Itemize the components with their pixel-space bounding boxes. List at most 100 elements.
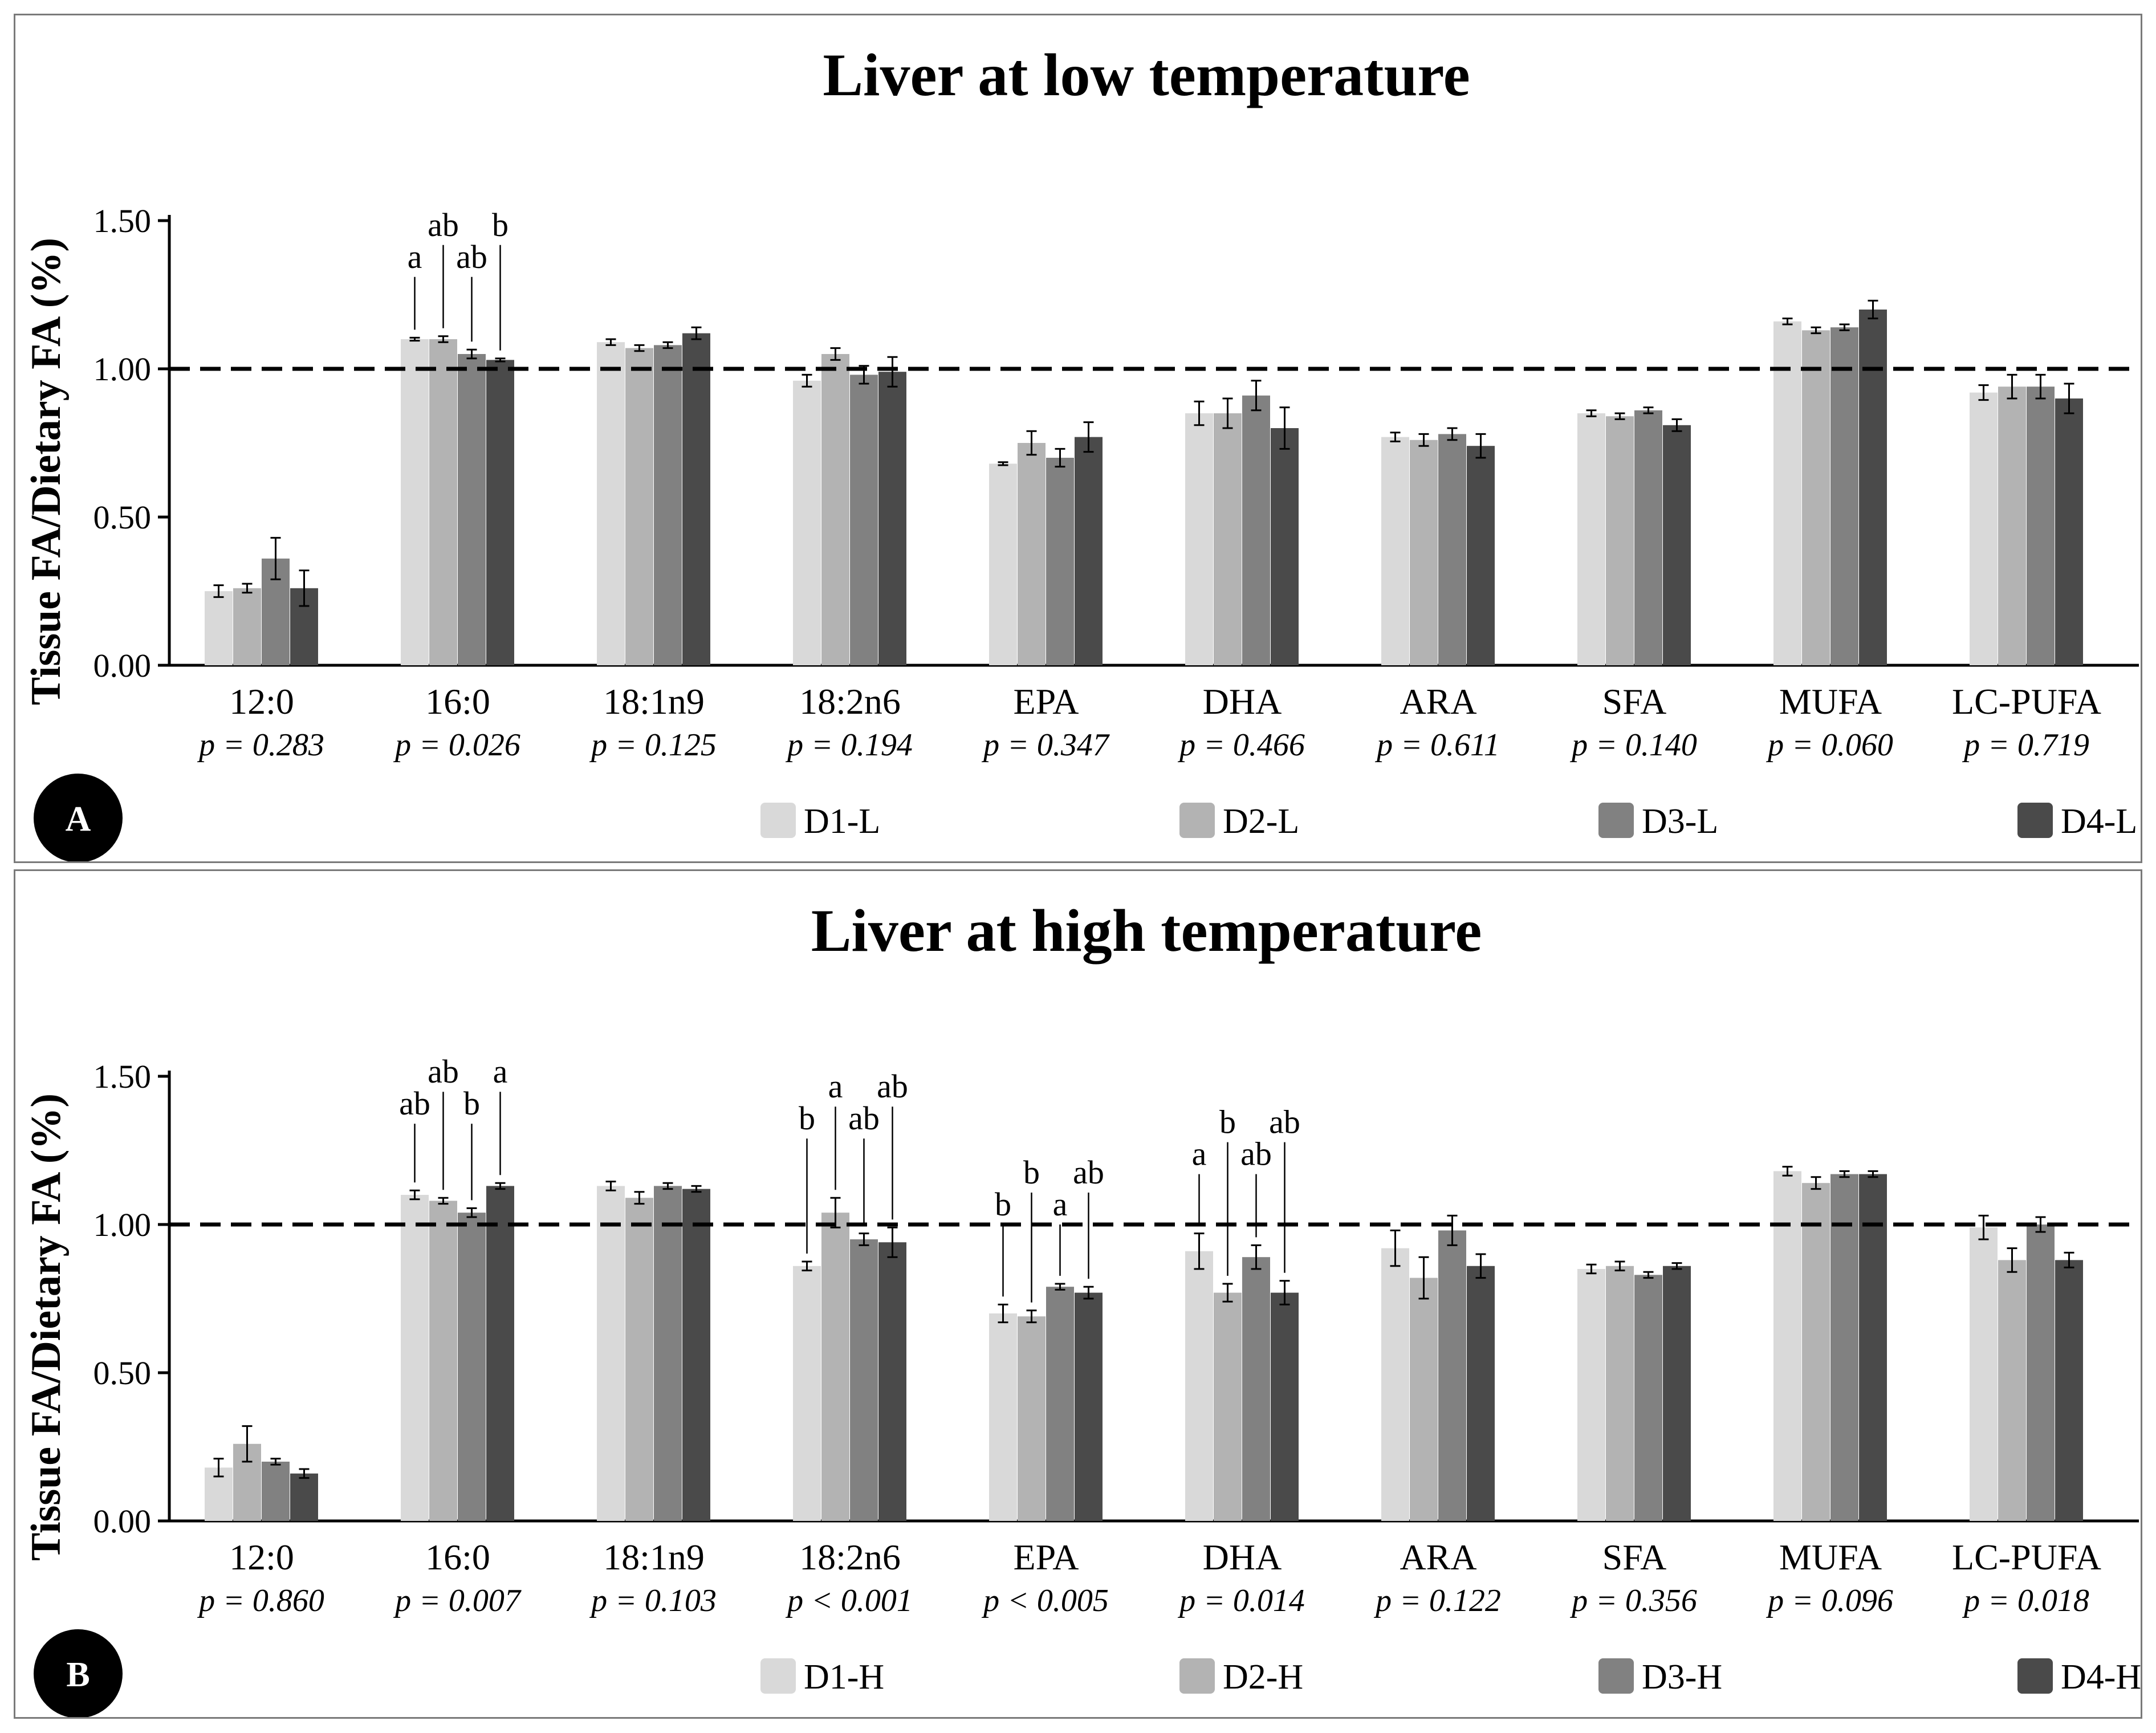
chart-panel-b: Liver at high temperature Tissue FA/Dieta… bbox=[23, 897, 2141, 1717]
bar-d3-h-3 bbox=[654, 1186, 682, 1521]
p-value-label: p = 0.018 bbox=[1962, 1583, 2089, 1618]
bar-d2-h-9 bbox=[1802, 1183, 1830, 1521]
bar-d1-l-5 bbox=[989, 463, 1017, 665]
significance-letter: b bbox=[799, 1100, 815, 1137]
panel-a: Liver at low temperature Tissue FA/Dietar… bbox=[14, 14, 2142, 863]
x-tick-label: SFA bbox=[1602, 681, 1667, 722]
significance-letter: ab bbox=[456, 238, 487, 275]
bar-d1-h-9 bbox=[1773, 1171, 1801, 1521]
bar-d2-h-8 bbox=[1606, 1266, 1634, 1521]
bar-d4-h-2 bbox=[486, 1186, 514, 1521]
x-tick-label: EPA bbox=[1013, 681, 1079, 722]
significance-letter: a bbox=[1053, 1186, 1068, 1223]
significance-letter: b bbox=[995, 1186, 1011, 1223]
legend-label: D2-L bbox=[1223, 802, 1299, 841]
p-value-label: p = 0.347 bbox=[981, 727, 1110, 763]
y-axis-label: Tissue FA/Dietary FA (%) bbox=[23, 1093, 70, 1561]
bar-d3-h-8 bbox=[1634, 1275, 1662, 1521]
y-tick-label: 0.50 bbox=[93, 499, 152, 536]
bar-d4-h-10 bbox=[2055, 1260, 2083, 1521]
significance-letter: b bbox=[463, 1085, 480, 1122]
bar-d4-h-1 bbox=[290, 1473, 318, 1521]
bar-d4-h-8 bbox=[1663, 1266, 1691, 1521]
bar-d1-l-9 bbox=[1773, 321, 1801, 665]
legend-swatch-d1-l bbox=[760, 803, 796, 838]
x-tick-label: 12:0 bbox=[229, 681, 294, 722]
bar-d3-h-1 bbox=[262, 1462, 290, 1521]
significance-letter: ab bbox=[1073, 1154, 1104, 1191]
bar-d2-h-3 bbox=[625, 1198, 653, 1521]
significance-letter: b bbox=[1023, 1154, 1040, 1191]
significance-letter: b bbox=[1219, 1104, 1236, 1141]
x-tick-label: MUFA bbox=[1779, 681, 1882, 722]
chart-panel-a: Liver at low temperature Tissue FA/Dietar… bbox=[23, 42, 2139, 861]
p-value-label: p = 0.103 bbox=[589, 1583, 717, 1618]
bar-d1-l-7 bbox=[1381, 437, 1409, 665]
significance-letter: ab bbox=[428, 206, 459, 243]
significance-letter: a bbox=[493, 1053, 508, 1090]
bar-d1-h-7 bbox=[1381, 1248, 1409, 1521]
bar-d3-l-4 bbox=[850, 375, 878, 665]
p-value-label: p = 0.194 bbox=[785, 727, 913, 763]
p-value-label: p < 0.005 bbox=[981, 1583, 1109, 1618]
x-tick-label: ARA bbox=[1400, 681, 1476, 722]
p-value-label: p = 0.140 bbox=[1569, 727, 1697, 763]
bar-d3-h-7 bbox=[1438, 1230, 1466, 1521]
bar-d2-h-10 bbox=[1998, 1260, 2026, 1521]
bar-d1-l-10 bbox=[1970, 392, 1998, 665]
bar-d4-h-7 bbox=[1467, 1266, 1495, 1521]
legend-swatch-d1-h bbox=[760, 1658, 796, 1694]
x-tick-label: LC-PUFA bbox=[1952, 1537, 2101, 1577]
bar-d3-l-3 bbox=[654, 345, 682, 665]
bar-d2-h-2 bbox=[429, 1201, 457, 1521]
p-value-label: p = 0.719 bbox=[1962, 727, 2089, 763]
significance-letter: ab bbox=[1240, 1136, 1272, 1173]
significance-letter: ab bbox=[848, 1100, 880, 1137]
bar-d4-l-10 bbox=[2055, 398, 2083, 665]
x-tick-label: EPA bbox=[1013, 1537, 1079, 1577]
bar-d4-l-8 bbox=[1663, 425, 1691, 665]
bar-d2-l-2 bbox=[429, 339, 457, 665]
significance-letter: b bbox=[492, 206, 509, 243]
x-tick-label: DHA bbox=[1203, 1537, 1282, 1577]
bar-d2-l-3 bbox=[625, 348, 653, 665]
bar-d4-l-4 bbox=[878, 372, 906, 665]
y-tick-label: 0.50 bbox=[93, 1354, 152, 1392]
p-value-label: p = 0.122 bbox=[1373, 1583, 1501, 1618]
panel-badge bbox=[34, 1629, 123, 1717]
legend-swatch-d2-h bbox=[1179, 1658, 1215, 1694]
p-value-label: p = 0.611 bbox=[1374, 727, 1500, 763]
x-tick-label: 18:1n9 bbox=[603, 681, 705, 722]
x-tick-label: MUFA bbox=[1779, 1537, 1882, 1577]
y-tick-label: 0.00 bbox=[93, 647, 152, 684]
p-value-label: p = 0.356 bbox=[1569, 1583, 1697, 1618]
bar-d3-l-8 bbox=[1634, 410, 1662, 665]
bar-d2-l-1 bbox=[233, 588, 261, 665]
bar-d4-l-6 bbox=[1271, 428, 1299, 665]
legend-swatch-d2-l bbox=[1179, 803, 1215, 838]
significance-letter: a bbox=[408, 238, 422, 275]
bar-d3-h-5 bbox=[1046, 1287, 1074, 1521]
bar-d1-h-6 bbox=[1185, 1251, 1213, 1521]
bar-d2-h-5 bbox=[1018, 1316, 1046, 1521]
bar-d1-l-8 bbox=[1577, 413, 1605, 665]
panel-badge-letter: B bbox=[66, 1655, 90, 1694]
p-value-label: p = 0.007 bbox=[393, 1583, 522, 1618]
bar-d1-l-2 bbox=[401, 339, 429, 665]
bar-d4-l-2 bbox=[486, 360, 514, 665]
p-value-label: p = 0.060 bbox=[1766, 727, 1893, 763]
significance-letter: ab bbox=[877, 1068, 908, 1105]
p-value-label: p = 0.014 bbox=[1177, 1583, 1305, 1618]
x-tick-label: SFA bbox=[1602, 1537, 1667, 1577]
bar-d1-h-2 bbox=[401, 1195, 429, 1521]
legend-label: D2-H bbox=[1223, 1658, 1303, 1697]
bar-d3-h-2 bbox=[458, 1213, 486, 1521]
bar-d1-l-3 bbox=[597, 342, 625, 665]
bar-d3-l-10 bbox=[2027, 387, 2055, 665]
chart-title: Liver at low temperature bbox=[823, 42, 1470, 108]
x-tick-label: 18:2n6 bbox=[799, 681, 901, 722]
y-tick-label: 1.50 bbox=[93, 202, 152, 239]
legend-label: D3-H bbox=[1642, 1658, 1722, 1697]
bar-d2-h-4 bbox=[821, 1213, 849, 1521]
panel-badge bbox=[34, 774, 123, 861]
